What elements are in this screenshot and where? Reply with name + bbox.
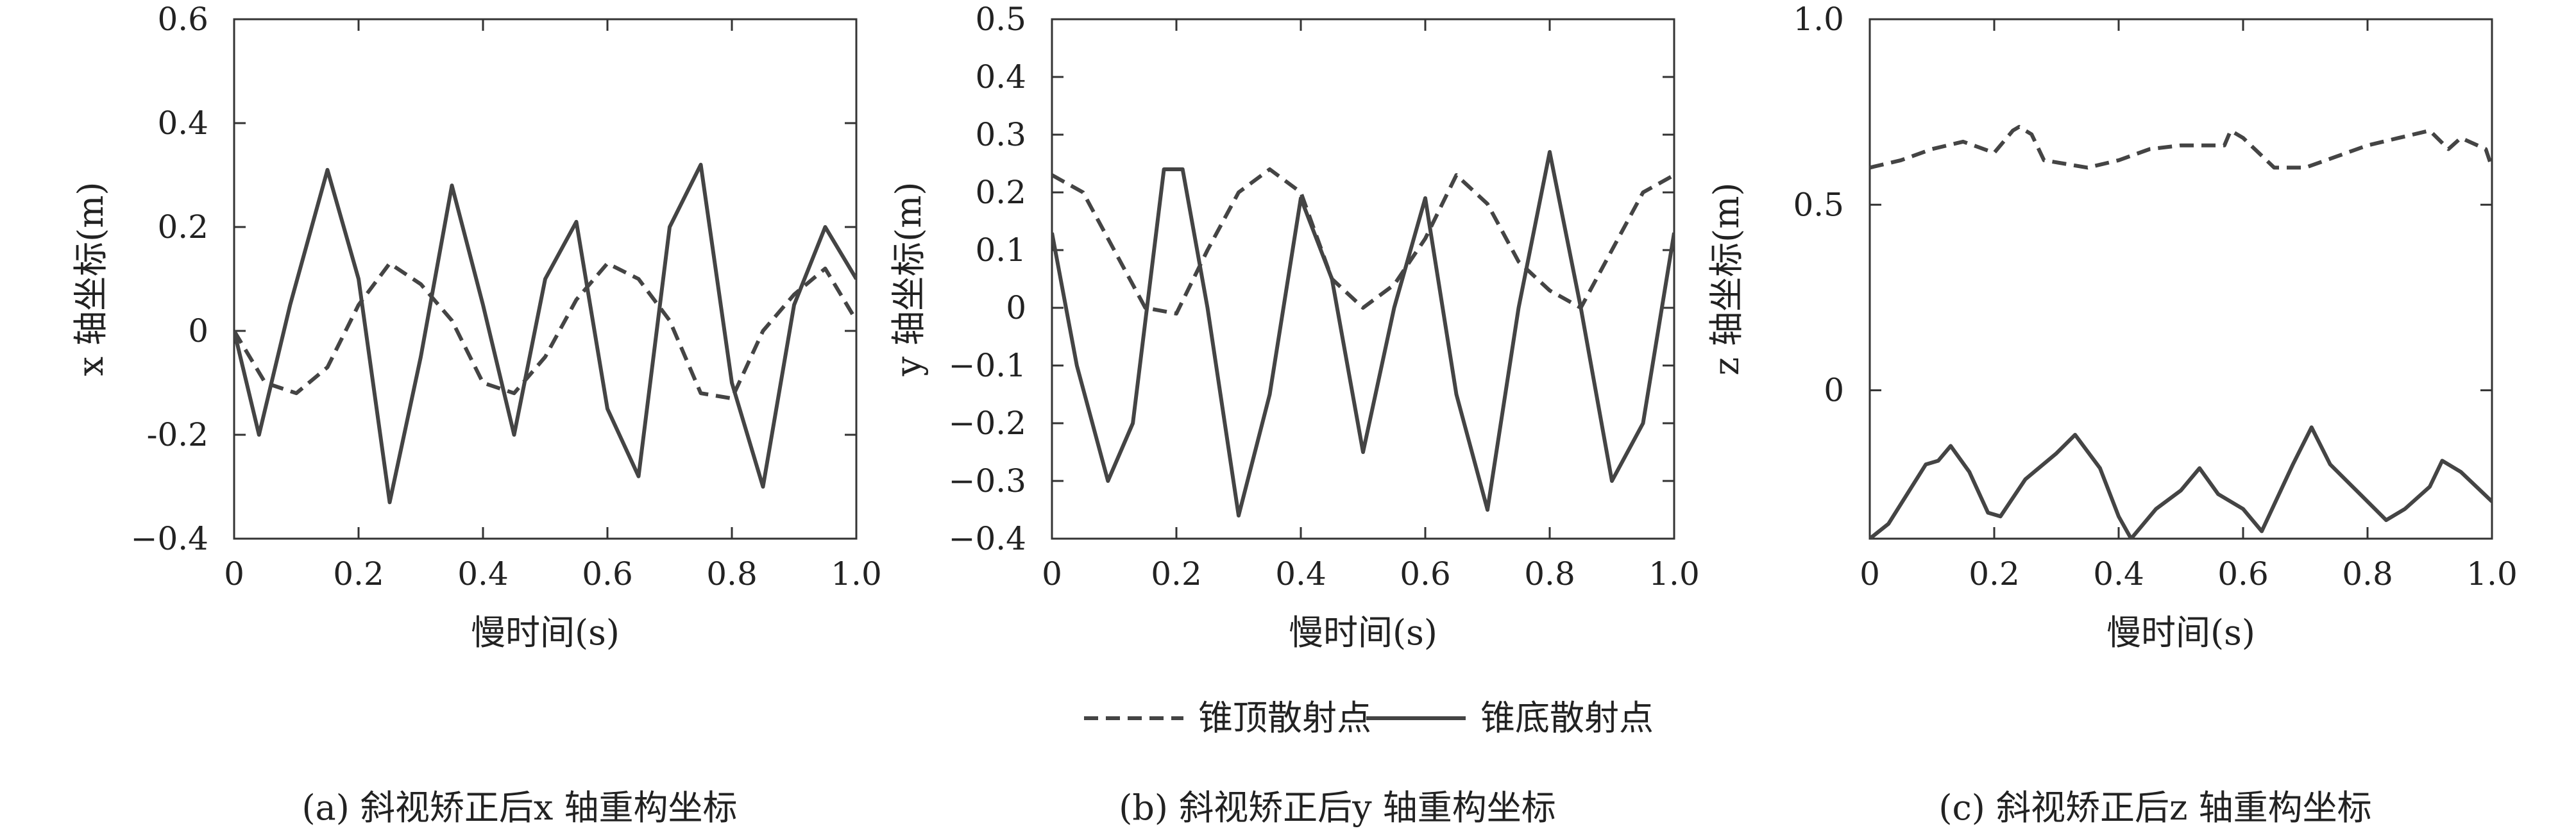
y-tick-label: 0.5: [1793, 186, 1844, 223]
x-tick-label: 0.6: [2217, 555, 2269, 593]
legend-item-top-scatter: 锥顶散射点: [1198, 698, 1371, 738]
y-tick-label: 1.0: [1793, 1, 1844, 38]
y-tick-label: −0.3: [949, 462, 1026, 500]
y-tick-label: 0.4: [157, 105, 208, 142]
panel-b: 0 0.2 0.4 0.6 0.8 1.0 −0.4 −0.3 −0.2 −0.1 0 0.1 0.2 0…: [888, 1, 1700, 828]
plot-frame: [1868, 18, 2493, 540]
y-tick-label: -0.2: [147, 416, 208, 453]
x-axis-label: 慢时间(s): [471, 612, 620, 653]
series-line-top-scatter: [1870, 124, 2492, 170]
legend: 锥顶散射点 锥底散射点: [1084, 698, 1654, 738]
x-tick-label: 0.2: [1151, 555, 1202, 593]
panel-c: 0 0.2 0.4 0.6 0.8 1.0 0 0.5 1.0 慢时间(s) z 轴坐标(m) (c)…: [1706, 1, 2518, 828]
x-tick-label: 0.8: [2342, 555, 2393, 593]
x-tick-label: 0.4: [2093, 555, 2144, 593]
y-tick-label: 0.2: [157, 208, 208, 246]
x-tick-label: 0.8: [706, 555, 758, 593]
panel-a: 0 0.2 0.4 0.6 0.8 1.0 −0.4 -0.2 0 0.2 0.4 0.6 慢时间(s)…: [71, 1, 882, 828]
series-line-top-scatter: [234, 261, 856, 401]
x-tick-label: 1.0: [1648, 555, 1700, 593]
y-tick-label: 0.4: [975, 58, 1026, 96]
y-tick-label: −0.4: [131, 520, 208, 557]
x-tick-label: 1.0: [831, 555, 882, 593]
x-tick-label: 0.6: [582, 555, 633, 593]
y-tick-label: 0: [1006, 289, 1026, 326]
panel-caption: (a) 斜视矫正后x 轴重构坐标: [301, 787, 737, 828]
y-tick-label: −0.1: [949, 347, 1026, 384]
x-tick-label: 0.4: [1275, 555, 1326, 593]
y-tick-label: −0.4: [949, 520, 1026, 557]
y-tick-label: 0.5: [975, 1, 1026, 38]
y-axis-label: y 轴坐标(m): [888, 181, 929, 376]
series-line-base-scatter: [1870, 425, 2492, 539]
x-tick-label: 0.8: [1524, 555, 1575, 593]
x-tick-label: 0: [1042, 555, 1062, 593]
series-line-base-scatter: [1052, 150, 1674, 517]
y-tick-label: 0: [1824, 372, 1844, 409]
series-line-top-scatter: [1052, 167, 1674, 316]
y-tick-label: 0: [188, 312, 208, 349]
x-axis-label: 慢时间(s): [2106, 612, 2255, 653]
y-axis-label: z 轴坐标(m): [1706, 183, 1747, 376]
x-axis-label: 慢时间(s): [1289, 612, 1437, 653]
panel-caption: (c) 斜视矫正后z 轴重构坐标: [1938, 787, 2371, 828]
x-tick-label: 0.2: [333, 555, 384, 593]
x-tick-label: 0: [224, 555, 244, 593]
x-tick-label: 0.2: [1969, 555, 2020, 593]
y-tick-label: 0.3: [975, 116, 1026, 153]
y-tick-label: −0.2: [949, 405, 1026, 442]
series-line-base-scatter: [234, 162, 856, 505]
y-axis-label: x 轴坐标(m): [71, 182, 111, 376]
y-tick-label: 0.6: [157, 1, 208, 38]
panel-caption: (b) 斜视矫正后y 轴重构坐标: [1119, 787, 1556, 828]
y-tick-label: 0.1: [975, 231, 1026, 269]
y-tick-label: 0.2: [975, 174, 1026, 211]
plot-frame: [1051, 18, 1675, 540]
x-tick-label: 0: [1860, 555, 1880, 593]
x-tick-label: 1.0: [2466, 555, 2518, 593]
legend-item-base-scatter: 锥底散射点: [1480, 698, 1654, 738]
x-tick-label: 0.6: [1400, 555, 1451, 593]
x-tick-label: 0.4: [457, 555, 509, 593]
